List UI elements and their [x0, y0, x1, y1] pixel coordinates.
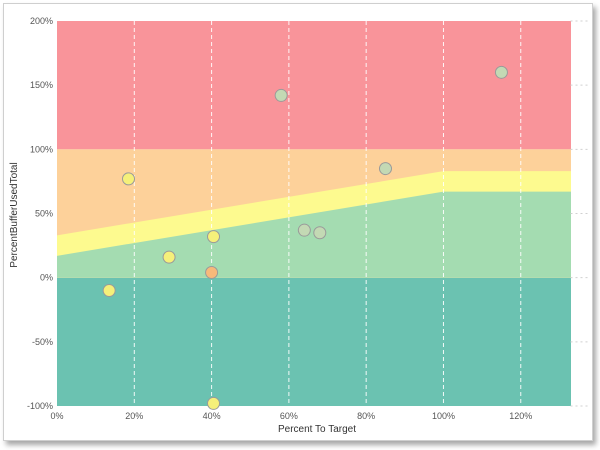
x-axis-title: Percent To Target: [278, 424, 356, 435]
data-point: [207, 396, 221, 410]
data-point: [207, 230, 221, 244]
data-point: [297, 223, 311, 237]
y-tick-label: 200%: [30, 16, 53, 26]
data-point: [274, 88, 288, 102]
x-tick-label: 20%: [125, 411, 143, 421]
y-tick-label: 150%: [30, 80, 53, 90]
y-tick-label: -50%: [32, 337, 53, 347]
zone-layer: [57, 21, 571, 406]
y-tick-label: 100%: [30, 144, 53, 154]
zone-red: [57, 21, 571, 150]
x-tick-label: 60%: [280, 411, 298, 421]
scatter-chart: -100% -50% 0% 50% 100% 150% 200% 0% 20% 40% 60% 80…: [9, 16, 589, 435]
x-tick-label: 0%: [50, 411, 63, 421]
data-point: [313, 226, 327, 240]
data-point: [102, 284, 116, 297]
data-point: [378, 162, 392, 176]
data-point: [121, 172, 135, 186]
data-point: [162, 250, 176, 264]
y-axis-ticks: -100% -50% 0% 50% 100% 150% 200%: [27, 16, 53, 411]
y-axis-title: PercentBufferUsedTotal: [9, 162, 20, 267]
x-tick-label: 40%: [203, 411, 221, 421]
x-axis-ticks: 0% 20% 40% 60% 80% 100% 120%: [50, 411, 532, 421]
grid-layer: [133, 20, 589, 407]
points-layer: [102, 65, 508, 410]
y-tick-label: 0%: [40, 273, 53, 283]
x-tick-label: 100%: [432, 411, 455, 421]
x-tick-label: 80%: [357, 411, 375, 421]
data-point: [205, 266, 219, 280]
x-tick-label: 120%: [509, 411, 532, 421]
y-tick-label: -100%: [27, 401, 53, 411]
zone-teal: [57, 277, 571, 406]
data-point: [494, 65, 508, 79]
chart-frame: -100% -50% 0% 50% 100% 150% 200% 0% 20% 40% 60% 80…: [3, 3, 593, 441]
y-tick-label: 50%: [35, 209, 53, 219]
